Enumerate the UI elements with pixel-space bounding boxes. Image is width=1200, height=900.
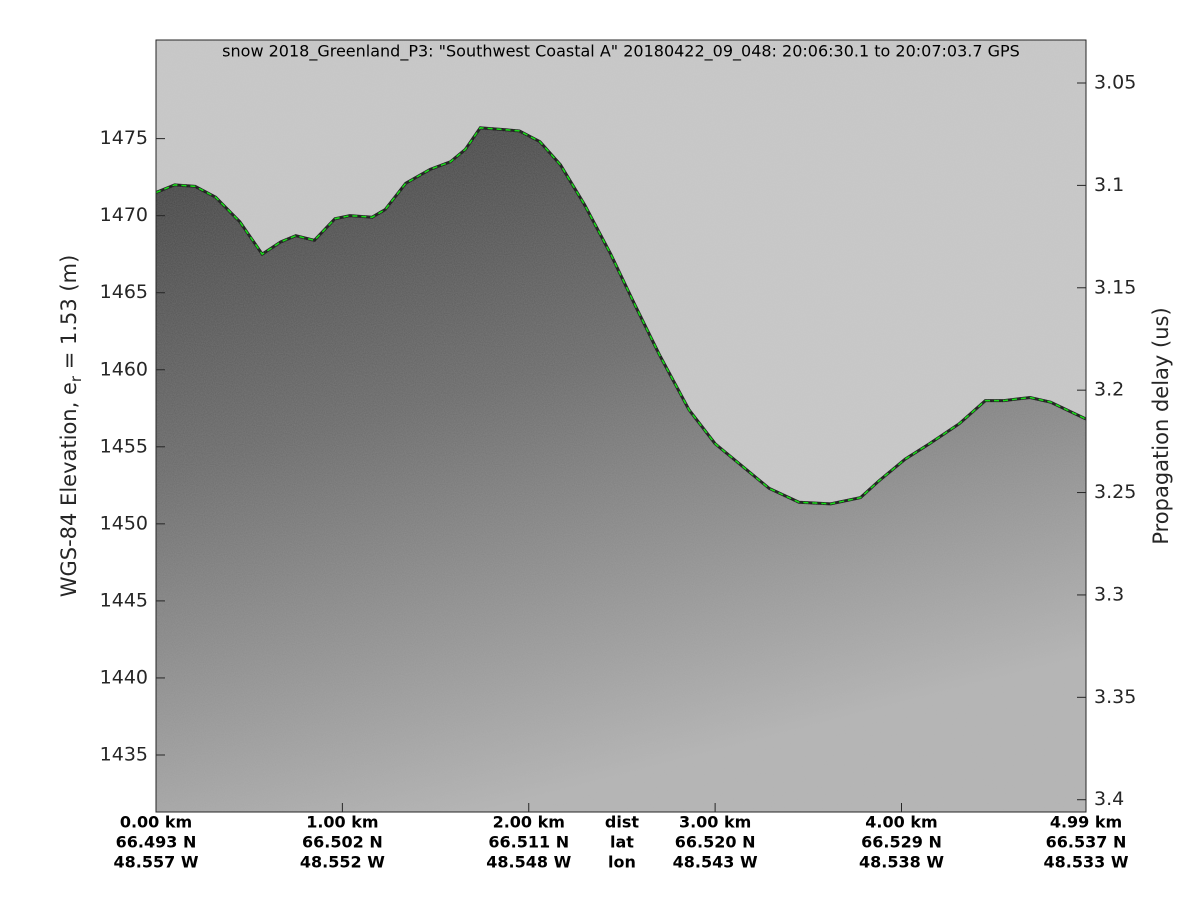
lon-label: 48.543 W [673,853,758,872]
lat-label: 66.493 N [116,833,197,852]
row-label: dist [605,813,639,832]
row-label: lat [610,833,634,852]
chart-title: snow 2018_Greenland_P3: "Southwest Coast… [222,42,1020,62]
y2-tick-label: 3.35 [1094,686,1136,708]
y2-tick-label: 3.3 [1094,583,1124,605]
x-tick-label: 0.00 km [120,813,192,832]
y-label-main: WGS-84 Elevation, e [57,382,81,597]
x-tick-label: 1.00 km [306,813,378,832]
y-tick-label: 1440 [100,666,148,688]
lat-label: 66.537 N [1046,833,1127,852]
y2-tick-label: 3.15 [1094,276,1136,298]
y2-tick-label: 3.1 [1094,174,1124,196]
y-tick-label: 1470 [100,204,148,226]
lon-label: 48.552 W [300,853,385,872]
y2-axis-label: Propagation delay (us) [1149,307,1173,544]
y-axis-label: WGS-84 Elevation, er = 1.53 (m) [57,255,85,598]
lat-label: 66.511 N [488,833,569,852]
x-tick-label: 4.00 km [865,813,937,832]
lat-label: 66.502 N [302,833,383,852]
y2-tick-label: 3.4 [1094,788,1124,810]
y2-tick-label: 3.25 [1094,481,1136,503]
row-label: lon [608,853,636,872]
x-tick-label: 3.00 km [679,813,751,832]
y-label-rest: = 1.53 (m) [57,255,81,376]
x-tick-label: 2.00 km [493,813,565,832]
lon-label: 48.538 W [859,853,944,872]
y-tick-label: 1455 [100,435,148,457]
y-tick-label: 1475 [100,127,148,149]
y2-tick-label: 3.05 [1094,72,1136,94]
plot-frame [155,39,1087,813]
lat-label: 66.529 N [861,833,942,852]
y-tick-label: 1450 [100,512,148,534]
lon-label: 48.533 W [1044,853,1129,872]
lon-label: 48.548 W [486,853,571,872]
y-label-sub: r [67,375,85,382]
lon-label: 48.557 W [114,853,199,872]
y2-tick-label: 3.2 [1094,379,1124,401]
x-tick-label: 4.99 km [1050,813,1122,832]
y-tick-label: 1465 [100,281,148,303]
y-tick-label: 1460 [100,358,148,380]
y-tick-label: 1445 [100,589,148,611]
y-tick-label: 1435 [100,743,148,765]
lat-label: 66.520 N [675,833,756,852]
